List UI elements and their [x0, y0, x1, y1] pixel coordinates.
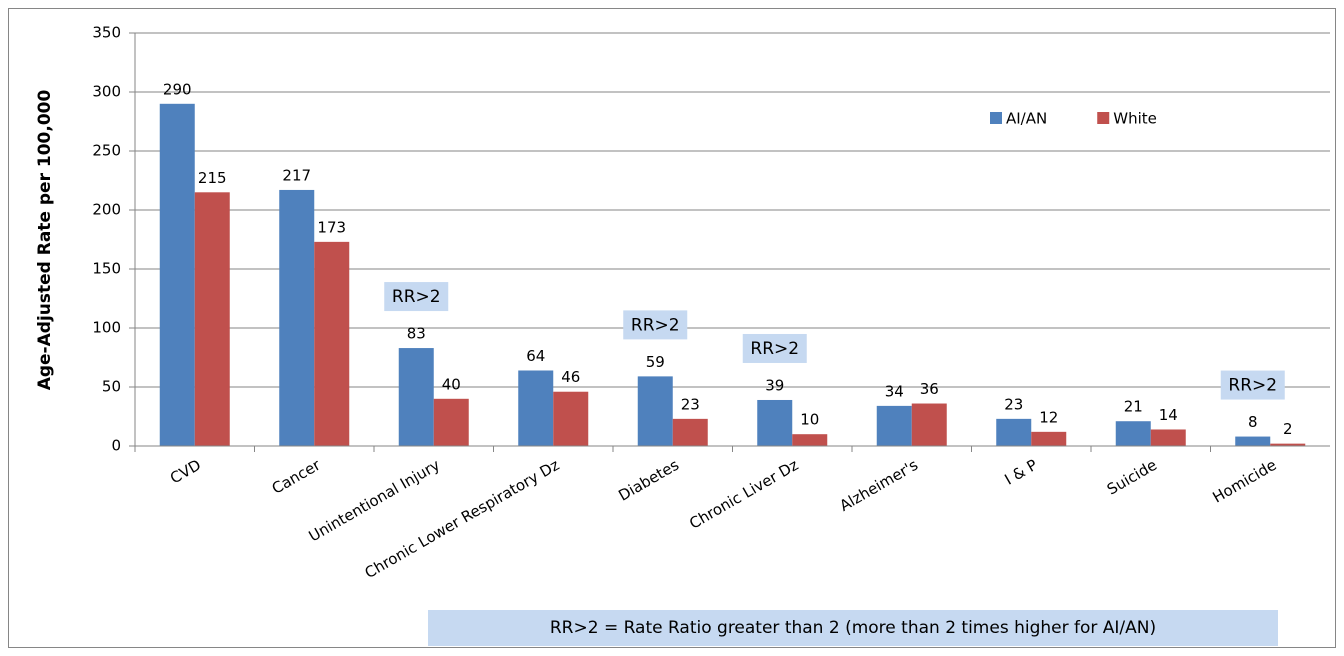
- value-label: 14: [1159, 406, 1178, 424]
- bar: [637, 376, 673, 446]
- value-label: 40: [442, 375, 461, 393]
- value-label: 39: [765, 376, 784, 394]
- value-label: 23: [1004, 395, 1023, 413]
- bar: [996, 418, 1032, 446]
- bar: [398, 348, 434, 446]
- y-tick-label: 350: [92, 24, 121, 42]
- legend-swatch: [1097, 112, 1110, 124]
- value-label: 215: [198, 169, 227, 187]
- legend-label: AI/AN: [1006, 110, 1047, 128]
- annotation-box: [623, 310, 688, 340]
- bar: [279, 189, 315, 446]
- bar: [876, 405, 912, 446]
- annotation: RR>2: [1228, 376, 1277, 396]
- footnote-box: [428, 610, 1278, 646]
- legend-swatch: [990, 112, 1002, 124]
- bar: [194, 192, 230, 446]
- bar: [553, 391, 589, 446]
- value-label: 36: [920, 380, 939, 398]
- value-label: 34: [885, 382, 904, 400]
- bar: [757, 399, 793, 446]
- y-tick-label: 300: [92, 83, 121, 101]
- y-tick-label: 50: [102, 378, 121, 396]
- value-label: 59: [646, 353, 665, 371]
- annotation: RR>2: [750, 339, 799, 359]
- value-label: 290: [163, 80, 192, 98]
- bar: [1150, 429, 1186, 446]
- y-axis-title: Age-Adjusted Rate per 100,000: [35, 90, 55, 391]
- annotation-box: [1220, 370, 1285, 400]
- value-label: 173: [317, 218, 346, 236]
- annotation-box: [742, 333, 807, 363]
- y-tick-label: 200: [92, 201, 121, 219]
- annotation-box: [384, 282, 449, 312]
- value-label: 21: [1124, 398, 1143, 416]
- bar: [911, 403, 947, 446]
- value-label: 217: [282, 166, 311, 184]
- value-label: 2: [1283, 420, 1293, 438]
- bar: [672, 418, 708, 446]
- legend-label: White: [1113, 110, 1157, 128]
- bar: [518, 370, 554, 446]
- y-tick-label: 100: [92, 319, 121, 337]
- footnote: RR>2 = Rate Ratio greater than 2 (more t…: [550, 618, 1156, 638]
- bar: [1031, 431, 1067, 446]
- bar: [792, 434, 828, 446]
- bar: [1115, 421, 1151, 446]
- bar: [1270, 443, 1306, 446]
- bar: [159, 103, 195, 447]
- value-label: 8: [1248, 413, 1258, 431]
- value-label: 23: [681, 395, 700, 413]
- value-label: 64: [526, 347, 545, 365]
- y-tick-label: 0: [111, 437, 121, 455]
- value-label: 46: [561, 368, 580, 386]
- y-tick-label: 250: [92, 142, 121, 160]
- bar: [433, 398, 469, 446]
- annotation: RR>2: [631, 315, 680, 335]
- bar: [1235, 436, 1271, 446]
- value-label: 12: [1039, 408, 1058, 426]
- annotation: RR>2: [392, 287, 441, 307]
- value-label: 10: [800, 411, 819, 429]
- bar: [314, 241, 350, 446]
- y-tick-label: 150: [92, 260, 121, 278]
- value-label: 83: [407, 325, 426, 343]
